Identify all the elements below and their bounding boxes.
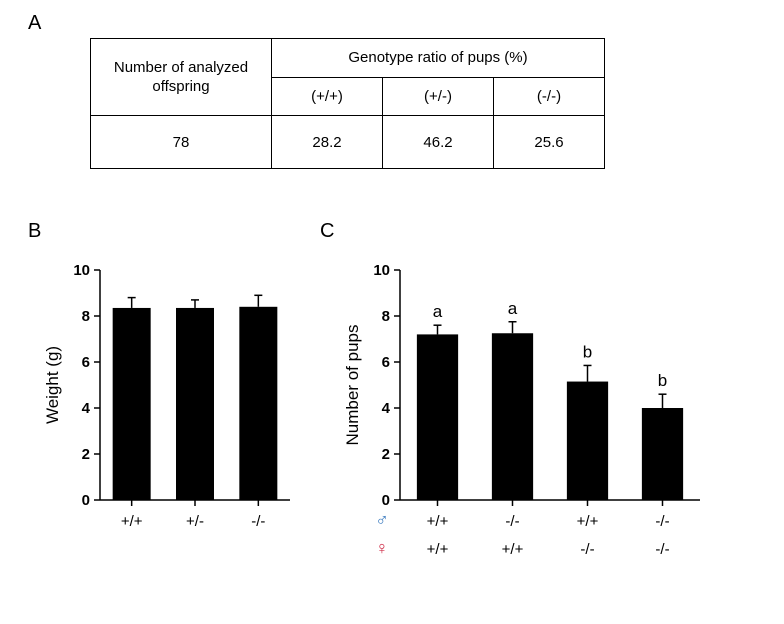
y-tick-label: 4 bbox=[82, 400, 91, 417]
y-tick-label: 6 bbox=[82, 354, 90, 371]
y-axis-label: Weight (g) bbox=[43, 346, 62, 424]
panel-c-label: C bbox=[320, 220, 334, 243]
y-tick-label: 0 bbox=[82, 492, 90, 509]
x-row-female-label: +/+ bbox=[502, 541, 524, 558]
y-tick-label: 2 bbox=[82, 446, 90, 463]
genotype-table: Number of analyzed offspring Genotype ra… bbox=[90, 38, 605, 169]
x-category-label: -/- bbox=[251, 513, 265, 530]
x-row-female-label: +/+ bbox=[427, 541, 449, 558]
x-row-male-label: -/- bbox=[505, 513, 519, 530]
x-category-label: +/+ bbox=[121, 513, 143, 530]
bar bbox=[642, 408, 683, 500]
table-header-offspring-line2: offspring bbox=[152, 78, 209, 95]
table-genotype-1: (+/-) bbox=[383, 77, 494, 116]
table-header-offspring: Number of analyzed offspring bbox=[91, 39, 272, 116]
pups-chart: 0 2 4 6 8 10 Number of pups a a b b ♂ ♀ +/+ -/- +/+ -/- +… bbox=[330, 250, 760, 620]
x-row-male-label: +/+ bbox=[577, 513, 599, 530]
table-ratio-1: 46.2 bbox=[383, 116, 494, 169]
y-tick-label: 10 bbox=[373, 262, 390, 279]
panel-b-label: B bbox=[28, 220, 41, 243]
significance-label: b bbox=[583, 342, 592, 361]
significance-label: b bbox=[658, 371, 667, 390]
table-header-ratio: Genotype ratio of pups (%) bbox=[272, 39, 605, 78]
y-tick-label: 0 bbox=[382, 492, 390, 509]
bar bbox=[239, 307, 277, 500]
x-category-label: +/- bbox=[186, 513, 204, 530]
bar bbox=[176, 308, 214, 500]
table-ratio-0: 28.2 bbox=[272, 116, 383, 169]
male-symbol-icon: ♂ bbox=[375, 510, 389, 530]
weight-chart: 0 2 4 6 8 10 Weight (g) +/+ +/- -/- bbox=[30, 250, 330, 620]
y-tick-label: 8 bbox=[82, 308, 90, 325]
y-tick-label: 4 bbox=[382, 400, 391, 417]
panel-a-label: A bbox=[28, 12, 41, 35]
x-row-male-label: -/- bbox=[655, 513, 669, 530]
significance-label: a bbox=[508, 299, 518, 318]
y-tick-label: 6 bbox=[382, 354, 390, 371]
y-axis-label: Number of pups bbox=[343, 325, 362, 446]
x-row-female-label: -/- bbox=[655, 541, 669, 558]
y-tick-label: 8 bbox=[382, 308, 390, 325]
table-ratio-2: 25.6 bbox=[494, 116, 605, 169]
bar bbox=[113, 308, 151, 500]
bar bbox=[492, 333, 533, 500]
y-tick-label: 2 bbox=[382, 446, 390, 463]
x-row-female-label: -/- bbox=[580, 541, 594, 558]
y-tick-label: 10 bbox=[73, 262, 90, 279]
table-genotype-2: (-/-) bbox=[494, 77, 605, 116]
table-offspring-value: 78 bbox=[91, 116, 272, 169]
significance-label: a bbox=[433, 302, 443, 321]
table-genotype-0: (+/+) bbox=[272, 77, 383, 116]
bar bbox=[567, 382, 608, 500]
table-header-offspring-line1: Number of analyzed bbox=[114, 59, 248, 76]
bar bbox=[417, 334, 458, 500]
x-row-male-label: +/+ bbox=[427, 513, 449, 530]
female-symbol-icon: ♀ bbox=[375, 538, 389, 558]
figure-root: A Number of analyzed offspring Genotype … bbox=[0, 0, 784, 624]
